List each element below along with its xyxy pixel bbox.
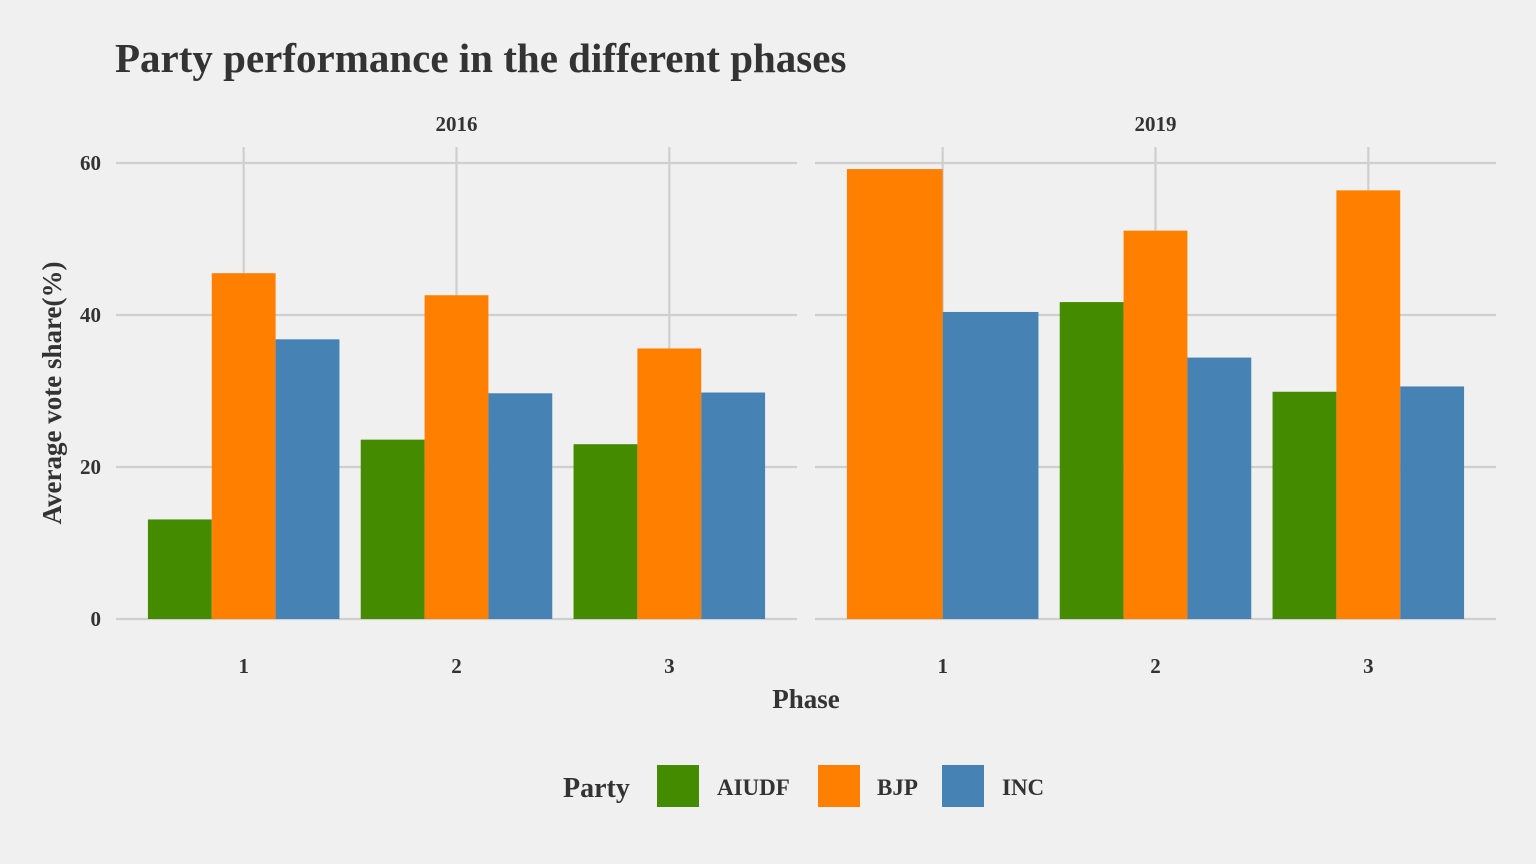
y-tick-label: 40 (80, 303, 101, 327)
legend-label-BJP: BJP (877, 775, 918, 800)
bar-2019-BJP-phase-3 (1336, 190, 1401, 620)
y-tick-label: 0 (91, 607, 102, 631)
bar-2016-AIUDF-phase-2 (360, 439, 425, 619)
x-tick-label: 1 (937, 654, 948, 678)
legend-label-AIUDF: AIUDF (717, 775, 790, 800)
bar-2016-BJP-phase-3 (637, 348, 702, 619)
labels: 1 2 3 2016 1 2 3 2019 0 20 40 60 (80, 112, 1374, 678)
bar-2019-INC-phase-1 (942, 311, 1039, 619)
bar-2016-INC-phase-1 (275, 339, 340, 619)
bar-2016-BJP-phase-2 (424, 295, 489, 619)
chart-title: Party performance in the different phase… (115, 35, 846, 81)
x-tick-label: 1 (238, 654, 249, 678)
x-axis-title: Phase (772, 684, 840, 714)
x-tick-label: 2 (451, 654, 462, 678)
legend-label-INC: INC (1002, 775, 1044, 800)
y-tick-label: 60 (80, 151, 101, 175)
x-tick-label: 3 (1363, 654, 1374, 678)
bar-2019-BJP-phase-2 (1123, 230, 1188, 619)
legend-key-BJP (818, 765, 860, 807)
bar-2019-AIUDF-phase-2 (1059, 302, 1124, 619)
bar-2019-BJP-phase-1 (846, 169, 943, 619)
y-tick-label: 20 (80, 455, 101, 479)
bar-2016-BJP-phase-1 (211, 273, 276, 619)
bar-2016-AIUDF-phase-3 (573, 444, 638, 619)
legend: Party AIUDF BJP INC (563, 765, 1044, 807)
legend-key-AIUDF (657, 765, 699, 807)
bar-2019-AIUDF-phase-3 (1272, 391, 1337, 619)
facet-label-2016: 2016 (436, 112, 478, 136)
x-tick-label: 2 (1150, 654, 1161, 678)
facet-label-2019: 2019 (1135, 112, 1177, 136)
bar-2016-AIUDF-phase-1 (147, 519, 212, 619)
legend-title: Party (563, 773, 630, 804)
legend-key-INC (942, 765, 984, 807)
bar-2016-INC-phase-2 (488, 393, 553, 619)
x-tick-label: 3 (664, 654, 675, 678)
y-axis-title: Average vote share(%) (37, 262, 67, 525)
bar-2019-INC-phase-3 (1400, 386, 1465, 619)
bar-2016-INC-phase-3 (701, 392, 766, 619)
bars (147, 169, 1465, 620)
bar-2019-INC-phase-2 (1187, 357, 1252, 619)
